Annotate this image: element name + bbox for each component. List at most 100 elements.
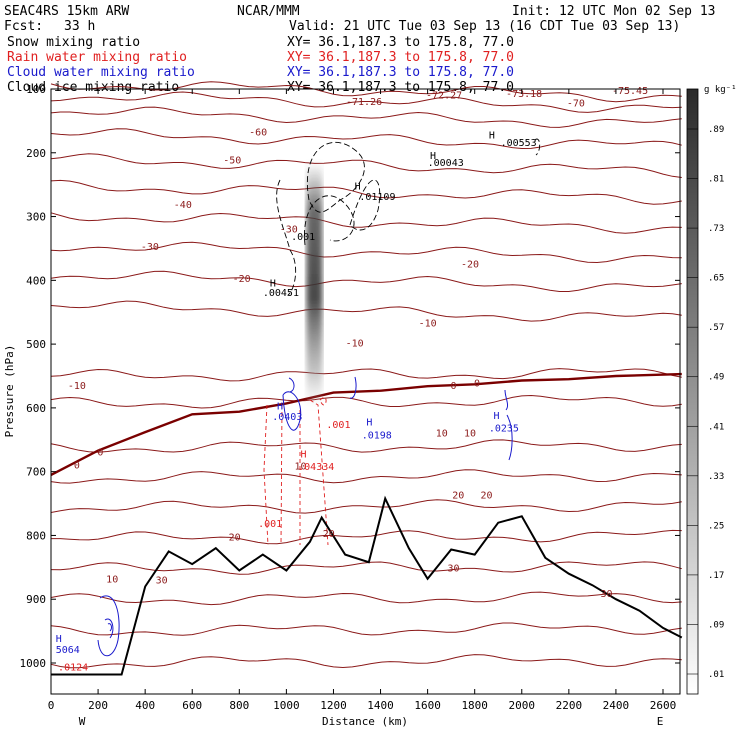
colorbar-label: .57 [708,323,724,333]
isotherm-label: 0 [450,381,456,392]
snow-max-marker: H [430,151,436,162]
field-ice-label: Cloud ice mixing ratio [7,80,179,95]
colorbar: g kg⁻¹ .01 .09 .17 .25 .33 .41 .49 .57 .65 .73 .81… [686,85,737,695]
isotherm-label: 0 [74,460,80,471]
x-tick-label: 200 [88,699,108,712]
y-tick-label: 900 [26,593,46,606]
rain-value-label: .001 [258,519,282,530]
isotherm-label: 10 [464,428,476,439]
isotherm-line [50,394,682,409]
isotherm-label: 0 [474,379,480,390]
y-axis-label: Pressure (hPa) [3,345,16,438]
colorbar-label: .01 [708,670,724,680]
isotherm-line [50,439,682,453]
isotherm-line [50,81,682,103]
field-cloud-xy: XY= 36.1,187.3 to 175.8, 77.0 [287,65,514,80]
plot-content: -75.45 -73.18 -72.27 -71.26 -70 -60 -50 -40 -30 -… [50,81,683,676]
cloud-water-contour [288,377,295,393]
snow-max-marker: H [355,182,361,193]
colorbar-label: .73 [708,224,724,234]
isotherm-line [50,153,682,178]
y-tick-label: 800 [26,529,46,542]
model-title: SEAC4RS 15km ARW [4,4,129,19]
isotherm-line [50,179,682,205]
isotherm-label: -73.18 [506,89,542,100]
isotherm-line [50,241,682,264]
snow-contour [276,179,297,296]
x-tick-label: 2400 [603,699,630,712]
y-tick-label: 100 [26,83,46,96]
x-axis-label: Distance (km) [322,715,408,728]
cloud-value-label: .0403 [272,412,302,423]
isotherm-label: -60 [249,127,267,138]
isotherm-label: -20 [233,274,251,285]
cloud-value-label: .0198 [362,430,392,441]
colorbar-label: .49 [708,373,724,383]
cloud-water-contour [104,618,114,639]
isotherm-line [50,622,682,636]
isotherm-label: -10 [68,381,86,392]
rain-contour [280,404,283,546]
colorbar-unit: g kg⁻¹ [704,85,737,95]
isotherm-label: 0 [97,448,103,459]
x-tick-label: 1000 [273,699,300,712]
field-rain-label: Rain water mixing ratio [7,50,187,65]
isotherm-line [50,128,682,150]
rain-value-label: .04334 [298,462,334,473]
x-tick-label: 600 [182,699,202,712]
field-ice-xy: XY= 36.1,187.3 to 175.8, 77.0 [287,80,514,95]
isotherm-line [50,591,682,606]
cloud-value-label: .0235 [489,423,519,434]
cloud-max-marker: H [366,418,372,429]
snow-contour [349,179,381,231]
field-snow-xy: XY= 36.1,187.3 to 175.8, 77.0 [287,35,514,50]
colorbar-ramp [686,88,699,695]
isotherm-label: -40 [174,200,192,211]
isotherm-line [50,368,682,382]
snow-max-marker: H [270,279,276,290]
plot-frame [50,88,681,695]
rain-value-label: .001 [326,420,350,431]
y-tick-label: 400 [26,274,46,287]
field-snow-label: Snow mixing ratio [7,35,140,50]
colorbar-label: .17 [708,571,724,581]
cloud-max-marker: H [277,402,283,413]
institution-label: NCAR/MMM [237,4,300,19]
snow-value-label: .00451 [263,288,299,299]
snow-value-label: .001 [291,232,315,243]
isotherm-label: -71.26 [346,97,382,108]
cloud-water-contour [282,391,302,431]
x-tick-label: 1200 [320,699,347,712]
snow-contour [307,141,365,213]
isotherm-line [50,469,682,484]
isotherm-label: 30 [600,589,612,600]
snow-max-marker: H [489,131,495,142]
isotherm-line [50,300,682,322]
cloud-water-contour [349,376,357,399]
forecast-hour: 33 h [64,19,95,34]
cloud-max-marker: H [56,634,62,645]
init-time: Init: 12 UTC Mon 02 Sep 13 [512,4,716,19]
isotherm-label: -10 [346,338,364,349]
cloud-water-contour [97,595,120,657]
y-tick-label: 500 [26,338,46,351]
isotherm-label: -20 [461,259,479,270]
isotherm-line [50,106,682,128]
terrain-line [51,495,683,676]
isotherm-label: 20 [452,490,464,501]
x-tick-label: 400 [135,699,155,712]
x-tick-label: 0 [48,699,55,712]
isotherm-line [50,561,682,575]
isotherm-label: -72.27 [426,90,462,101]
isotherm-label: 30 [156,576,168,587]
cloud-water-contour [107,623,112,632]
isotherm-label: 10 [436,428,448,439]
isotherm-label: -10 [419,319,437,330]
x-end-east: E [657,715,664,728]
isotherm-label: -70 [567,99,585,110]
rain-value-label: .0124 [58,662,88,673]
colorbar-label: .41 [708,422,724,432]
isotherm-line [50,499,682,514]
isotherm-label: -50 [223,155,241,166]
isotherm-label: 10 [294,462,306,473]
